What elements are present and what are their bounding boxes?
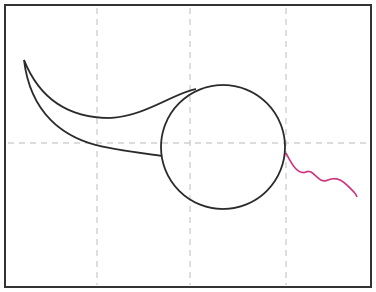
background xyxy=(0,0,376,292)
drawing xyxy=(0,0,376,292)
page: (() => { const data = JSON.parse(documen… xyxy=(0,0,376,292)
